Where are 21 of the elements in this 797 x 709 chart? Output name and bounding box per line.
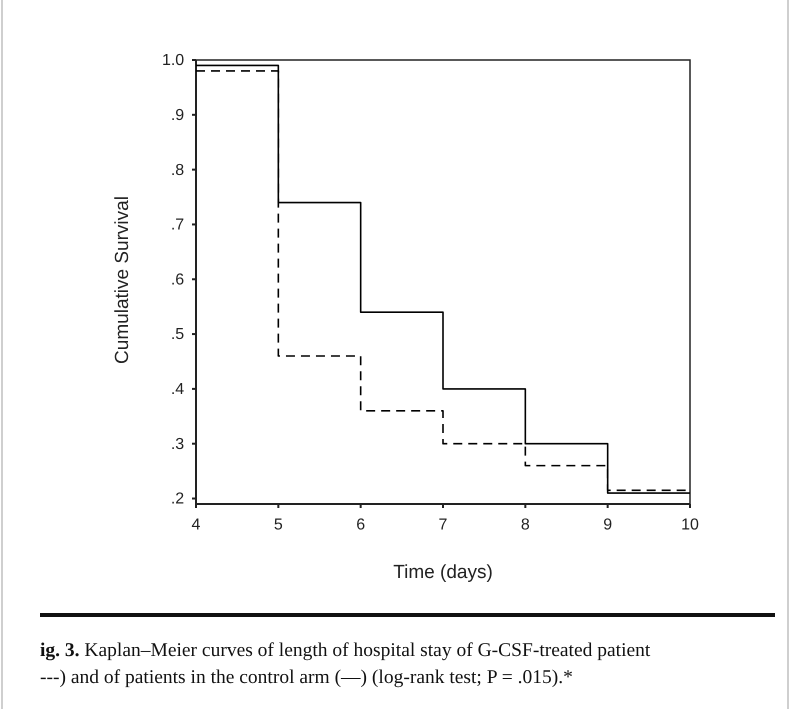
text: ---) and of patients in the control arm (—) (log-rank test; P = .015).* — [40, 667, 573, 688]
x-axis-title: Time (days) — [393, 562, 493, 583]
y-tick-label: 1.0 — [162, 52, 184, 70]
y-tick-label: .9 — [170, 106, 184, 124]
y-tick-label: .6 — [170, 271, 184, 288]
x-tick-label: 5 — [274, 516, 283, 534]
text: ig. 3. — [40, 640, 80, 661]
y-axis-title: Cumulative Survival — [112, 196, 133, 364]
y-tick-label: .2 — [170, 490, 184, 508]
x-tick-label: 4 — [192, 516, 201, 534]
y-tick-label: .3 — [170, 436, 184, 453]
x-tick-label: 6 — [356, 516, 366, 534]
text: Kaplan–Meier curves of length of hospital stay of G-CSF-treated patient — [80, 640, 651, 661]
y-tick-label: .7 — [170, 216, 184, 234]
x-tick-label: 7 — [438, 516, 448, 534]
y-tick-label: .4 — [170, 381, 184, 398]
y-tick-label: .8 — [170, 162, 184, 179]
x-tick-label: 8 — [520, 516, 530, 534]
y-tick-label: .5 — [170, 326, 184, 344]
x-tick-label: 9 — [603, 516, 612, 534]
x-tick-label: 10 — [681, 516, 699, 534]
